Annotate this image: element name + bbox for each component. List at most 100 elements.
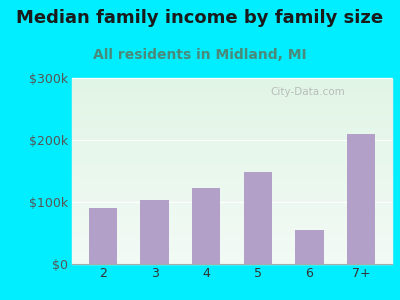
Bar <box>72 190 392 191</box>
Bar <box>72 234 392 235</box>
Bar <box>72 95 392 96</box>
Bar <box>72 93 392 94</box>
Bar <box>72 82 392 84</box>
Bar <box>72 150 392 151</box>
Bar <box>72 211 392 212</box>
Bar <box>72 103 392 104</box>
Bar <box>72 161 392 162</box>
Bar <box>72 246 392 247</box>
Bar <box>72 132 392 133</box>
Bar <box>72 223 392 224</box>
Bar <box>72 252 392 253</box>
Bar <box>347 134 375 264</box>
Bar <box>72 175 392 176</box>
Bar <box>72 155 392 156</box>
Bar <box>72 240 392 241</box>
Bar <box>72 232 392 233</box>
Bar <box>72 91 392 92</box>
Bar <box>244 172 272 264</box>
Bar <box>72 165 392 166</box>
Bar <box>72 238 392 239</box>
Bar <box>72 78 392 79</box>
Bar <box>72 184 392 185</box>
Bar <box>72 185 392 186</box>
Bar <box>72 248 392 249</box>
Bar <box>72 216 392 217</box>
Bar <box>72 129 392 130</box>
Bar <box>72 224 392 225</box>
Bar <box>72 152 392 153</box>
Bar <box>72 112 392 113</box>
Text: All residents in Midland, MI: All residents in Midland, MI <box>93 48 307 62</box>
Bar <box>72 117 392 118</box>
Bar <box>72 107 392 108</box>
Bar <box>72 140 392 141</box>
Bar <box>72 99 392 100</box>
Bar <box>72 210 392 211</box>
Bar <box>72 166 392 167</box>
Bar <box>72 123 392 124</box>
Bar <box>72 227 392 228</box>
Bar <box>72 126 392 127</box>
Bar <box>72 219 392 220</box>
Bar <box>72 85 392 86</box>
Bar <box>72 193 392 194</box>
Bar <box>72 239 392 240</box>
Bar <box>72 226 392 227</box>
Bar <box>72 153 392 154</box>
Bar <box>72 196 392 197</box>
Bar <box>72 215 392 216</box>
Bar <box>72 134 392 135</box>
Bar <box>72 187 392 188</box>
Bar <box>72 189 392 190</box>
Bar <box>72 188 392 189</box>
Bar <box>72 228 392 229</box>
Bar <box>72 237 392 238</box>
Bar <box>72 87 392 88</box>
Bar <box>72 247 392 248</box>
Bar <box>72 194 392 195</box>
Bar <box>72 94 392 95</box>
Bar <box>72 200 392 201</box>
Bar <box>72 131 392 132</box>
Bar <box>72 235 392 236</box>
Bar <box>72 182 392 183</box>
Bar <box>72 241 392 242</box>
Bar <box>72 98 392 99</box>
Bar <box>72 257 392 258</box>
Bar <box>72 84 392 85</box>
Bar <box>72 217 392 218</box>
Bar <box>72 136 392 137</box>
Bar <box>72 180 392 181</box>
Bar <box>72 260 392 261</box>
Bar <box>72 108 392 109</box>
Bar <box>72 174 392 175</box>
Bar <box>72 168 392 169</box>
Bar <box>72 109 392 110</box>
Bar <box>72 120 392 121</box>
Bar <box>72 151 392 152</box>
Bar <box>72 104 392 105</box>
Bar <box>72 147 392 148</box>
Bar <box>72 259 392 260</box>
Bar <box>72 263 392 264</box>
Bar <box>72 236 392 237</box>
Bar <box>72 158 392 159</box>
Bar <box>72 159 392 160</box>
Bar <box>72 209 392 210</box>
Bar <box>72 143 392 144</box>
Bar <box>72 173 392 174</box>
Bar <box>72 124 392 125</box>
Bar <box>72 138 392 140</box>
Bar <box>72 208 392 209</box>
Bar <box>72 142 392 143</box>
Bar <box>72 212 392 213</box>
Bar <box>72 125 392 126</box>
Bar <box>72 191 392 192</box>
Bar <box>72 116 392 117</box>
Bar <box>72 141 392 142</box>
Bar <box>72 118 392 119</box>
Bar <box>72 160 392 161</box>
Bar <box>72 101 392 102</box>
Bar <box>72 113 392 114</box>
